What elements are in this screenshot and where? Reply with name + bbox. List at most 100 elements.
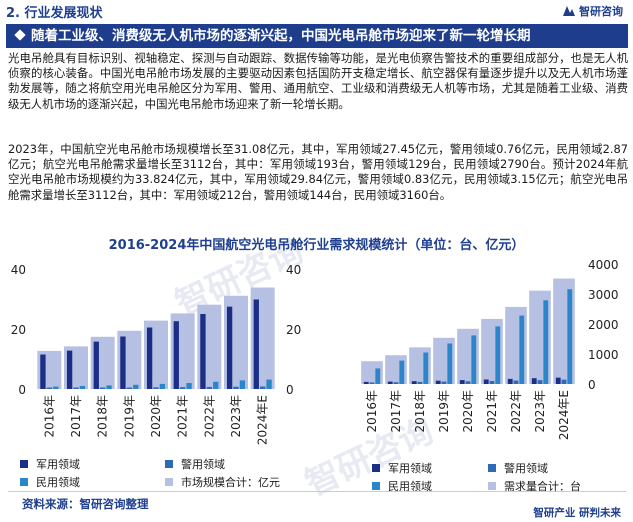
y-tick-label-left: 20 — [11, 323, 26, 337]
bar-police — [465, 381, 471, 384]
bar-police — [180, 387, 186, 389]
legend-swatch — [372, 482, 380, 490]
bar-civil — [159, 383, 166, 389]
bar-civil — [519, 315, 525, 384]
bar-civil — [266, 379, 272, 389]
bar-civil — [399, 360, 405, 384]
legend-swatch — [372, 464, 380, 472]
x-tick-label: 2020年 — [461, 390, 475, 433]
bar-police — [489, 381, 495, 384]
legend-label: 需求量合计：台 — [504, 480, 581, 493]
y-tick-label-right: 40 — [286, 263, 301, 277]
bar-police — [46, 387, 52, 389]
y-tick-label-right: 0 — [588, 378, 596, 392]
bar-military — [483, 379, 489, 384]
stats-paragraph: 2023年，中国航空光电吊舱市场规模增长至31.08亿元，其中，军用领域27.4… — [8, 142, 628, 202]
y-tick-label-right: 4000 — [588, 258, 619, 272]
legend-swatch — [488, 482, 496, 490]
x-tick-label: 2021年 — [176, 395, 190, 438]
bar-civil — [213, 381, 219, 389]
bar-civil — [543, 300, 549, 384]
bar-civil — [53, 386, 59, 389]
bar-police — [206, 386, 212, 389]
x-tick-label: 2018年 — [413, 390, 427, 433]
legend-police-right: 警用领域 — [488, 460, 548, 476]
x-tick-label: 2017年 — [69, 395, 83, 438]
legend-label: 军用领域 — [36, 458, 80, 471]
y-tick-label-right: 20 — [286, 323, 301, 337]
bar-military — [173, 321, 179, 389]
market-size-chart: 0 0 20 20 40 40 2016年 2017年 2018年 2019年 2020年 2021年… — [11, 263, 302, 445]
banner-text: 随着工业级、消费级无人机市场的逐渐兴起，中国光电吊舱市场迎来了新一轮增长期 — [31, 28, 531, 44]
y-tick-label-left: 0 — [18, 383, 26, 397]
bar-civil — [133, 384, 139, 389]
legend-label: 民用领域 — [36, 476, 80, 489]
bar-police — [513, 380, 519, 384]
legend-military-left: 军用领域 — [20, 456, 80, 472]
bar-military — [363, 381, 369, 384]
y-tick-label-right: 3000 — [588, 288, 619, 302]
headline-banner: 随着工业级、消费级无人机市场的逐渐兴起，中国光电吊舱市场迎来了新一轮增长期 — [6, 24, 628, 48]
x-tick-label: 2024年E — [256, 395, 270, 445]
legend-total-right: 需求量合计：台 — [488, 478, 581, 494]
x-tick-label: 2016年 — [365, 390, 379, 433]
x-tick-label: 2023年 — [229, 395, 243, 438]
legend-label: 民用领域 — [388, 480, 432, 493]
bar-police — [73, 387, 79, 389]
bar-police — [393, 382, 399, 384]
legend-swatch — [20, 478, 28, 486]
bar-military — [411, 381, 417, 384]
chart-title: 2016-2024年中国航空光电吊舱行业需求规模统计（单位：台、亿元） — [108, 238, 525, 253]
demand-volume-chart: 0 1000 2000 3000 4000 2016年 2017年 2018年 2019年 202… — [361, 258, 619, 440]
bar-police — [153, 387, 159, 389]
logo-text: 智研咨询 — [579, 5, 623, 18]
bar-military — [531, 378, 537, 384]
x-tick-label: 2017年 — [389, 390, 403, 433]
legend-label: 警用领域 — [181, 458, 225, 471]
x-tick-label: 2023年 — [533, 390, 547, 433]
bar-civil — [567, 289, 573, 384]
x-tick-label: 2022年 — [509, 390, 523, 433]
bar-military — [387, 381, 393, 384]
x-tick-label: 2021年 — [485, 390, 499, 433]
legend-civil-left: 民用领域 — [20, 474, 80, 490]
legend-swatch — [488, 464, 496, 472]
x-tick-label: 2016年 — [42, 395, 56, 438]
legend-total-left: 市场规模合计：亿元 — [165, 474, 280, 490]
x-tick-label: 2024年E — [557, 390, 571, 440]
bar-civil — [495, 326, 501, 384]
footer-divider — [8, 491, 626, 492]
y-tick-label-right: 0 — [286, 383, 294, 397]
legend-swatch — [165, 478, 173, 486]
bar-police — [100, 387, 106, 389]
legend-label: 警用领域 — [504, 462, 548, 475]
source-note: 资料来源：智研咨询整理 — [22, 497, 149, 511]
legend-military-right: 军用领域 — [372, 460, 432, 476]
bar-military — [435, 380, 441, 384]
bar-police — [537, 380, 543, 384]
bar-military — [507, 378, 513, 384]
bar-police — [233, 386, 239, 389]
bar-military — [146, 327, 153, 389]
bar-military — [93, 341, 99, 389]
bar-police — [126, 387, 132, 389]
logo-mark-icon — [563, 6, 575, 16]
bar-police — [441, 381, 447, 384]
footer-slogan: 智研产业 研判未来 — [533, 507, 621, 519]
bar-military — [40, 354, 46, 389]
legend-police-left: 警用领域 — [165, 456, 225, 472]
bar-military — [459, 380, 465, 384]
bar-military — [66, 350, 73, 389]
bar-military — [200, 314, 206, 389]
bar-military — [555, 377, 561, 384]
bar-police — [561, 379, 567, 384]
diamond-bullet-icon — [14, 29, 26, 41]
x-tick-label: 2020年 — [149, 395, 163, 438]
bar-civil — [423, 352, 429, 384]
legend-swatch — [165, 460, 173, 468]
bar-police — [369, 382, 375, 384]
y-tick-label-left: 40 — [11, 263, 26, 277]
y-tick-label-right: 2000 — [588, 318, 619, 332]
legend-swatch — [20, 460, 28, 468]
bar-civil — [106, 385, 112, 389]
